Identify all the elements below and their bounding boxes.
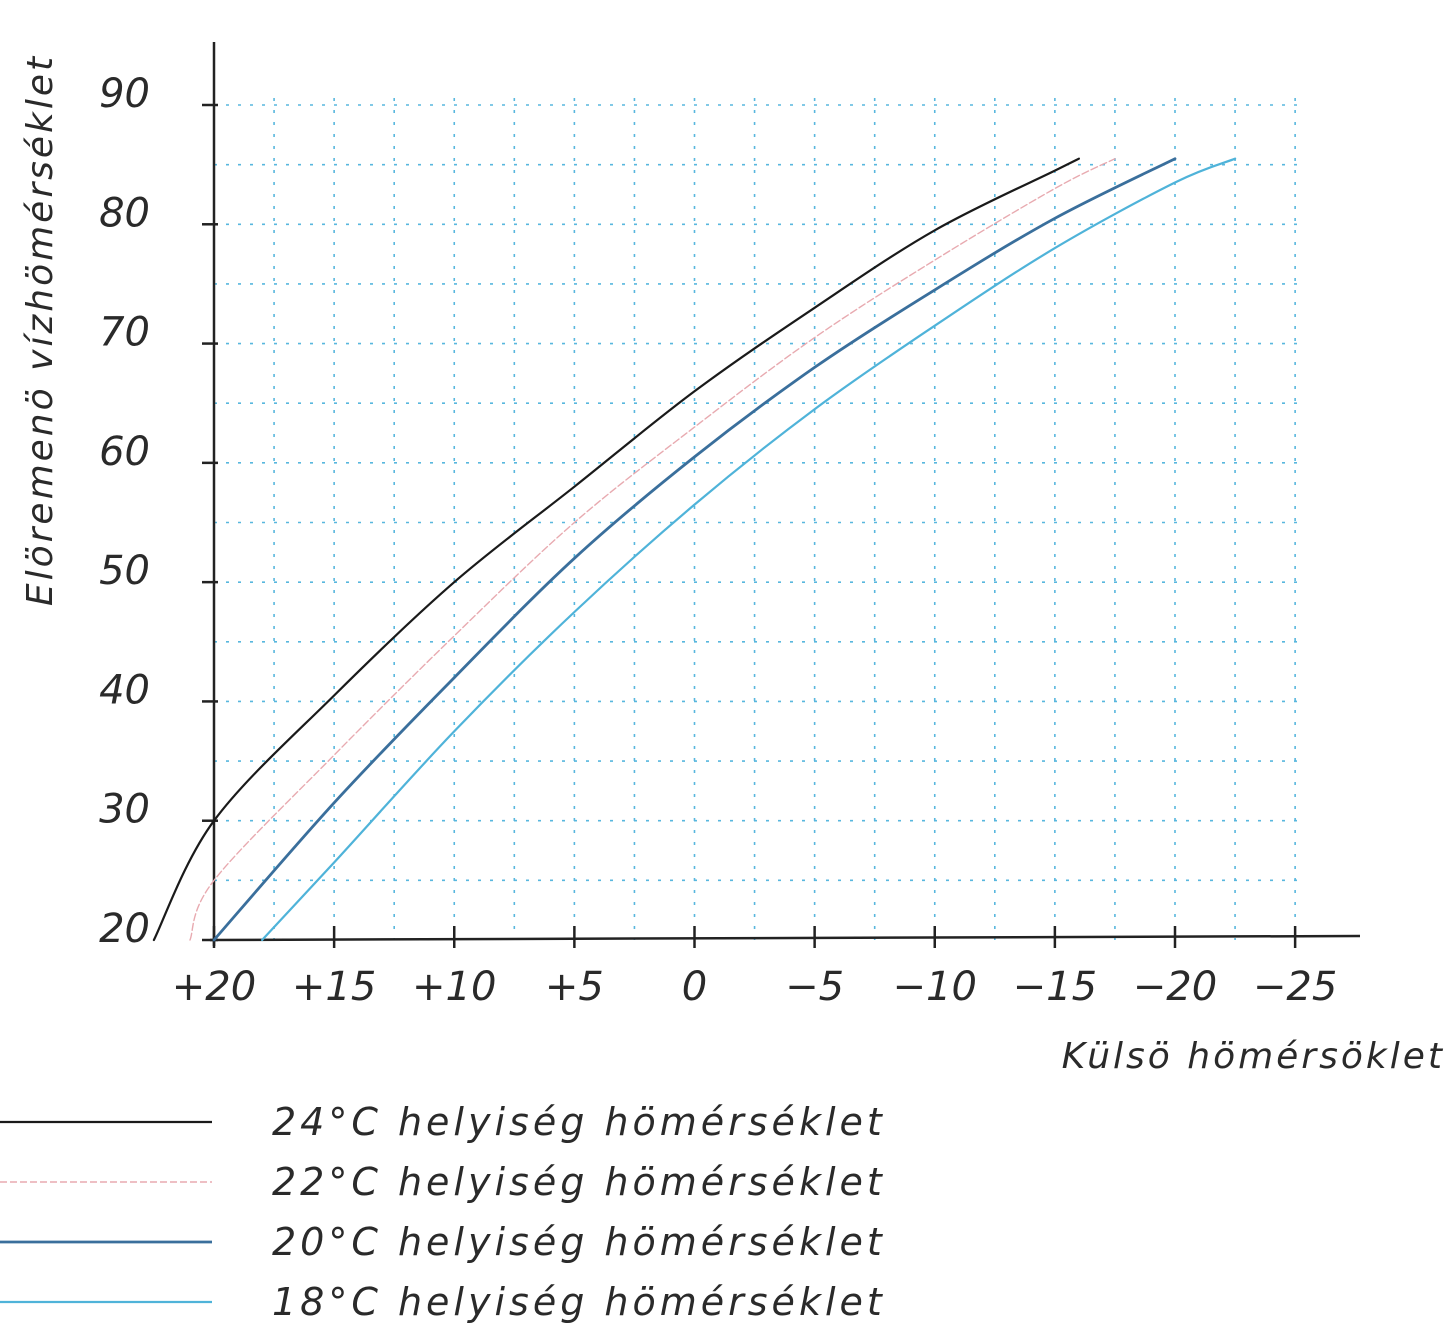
y-tick-label: 90 <box>99 71 150 117</box>
x-tick-label: −25 <box>1253 964 1337 1010</box>
x-tick-label: −15 <box>1013 964 1097 1010</box>
x-tick-label: +15 <box>292 964 376 1010</box>
y-tick-label: 70 <box>99 310 150 356</box>
axes <box>202 42 1361 948</box>
x-tick-label: −20 <box>1133 964 1217 1010</box>
y-tick-label: 80 <box>99 190 150 236</box>
x-axis-title: Külsö hömérsöklet <box>1062 1036 1445 1077</box>
series-line-1 <box>152 157 1080 942</box>
y-tick-label: 50 <box>99 548 150 594</box>
legend-label-2: 22°C helyiség hömérséklet <box>272 1160 886 1204</box>
y-axis-title: Elöremenö vízhömérséklet <box>20 54 61 606</box>
y-tick-label: 20 <box>99 906 150 952</box>
x-tick-label: 0 <box>682 964 707 1010</box>
x-tick-label: −5 <box>785 964 844 1010</box>
y-tick-label: 40 <box>99 667 150 713</box>
legend-label-4: 18°C helyiség hömérséklet <box>272 1280 886 1324</box>
legend: 24°C helyiség hömérséklet 22°C helyiség h… <box>0 1100 886 1324</box>
series-line-4 <box>261 157 1237 942</box>
y-tick-labels: 20 30 40 50 60 70 80 90 <box>99 71 150 952</box>
x-tick-label: +5 <box>545 964 604 1010</box>
legend-label-1: 24°C helyiség hömérséklet <box>272 1100 886 1144</box>
grid <box>214 98 1300 940</box>
x-axis-line <box>209 934 1361 942</box>
series-lines <box>152 157 1237 942</box>
x-tick-label: −10 <box>893 964 977 1010</box>
series-line-3 <box>212 157 1177 942</box>
x-tick-labels: +20 +15 +10 +5 0 −5 −10 −15 −20 −25 <box>172 964 1338 1010</box>
legend-label-3: 20°C helyiség hömérséklet <box>272 1220 886 1264</box>
x-tick-label: +20 <box>172 964 256 1010</box>
y-tick-label: 60 <box>99 429 150 475</box>
y-tick-label: 30 <box>99 787 150 833</box>
x-tick-label: +10 <box>412 964 496 1010</box>
series-line-2 <box>189 158 1116 941</box>
